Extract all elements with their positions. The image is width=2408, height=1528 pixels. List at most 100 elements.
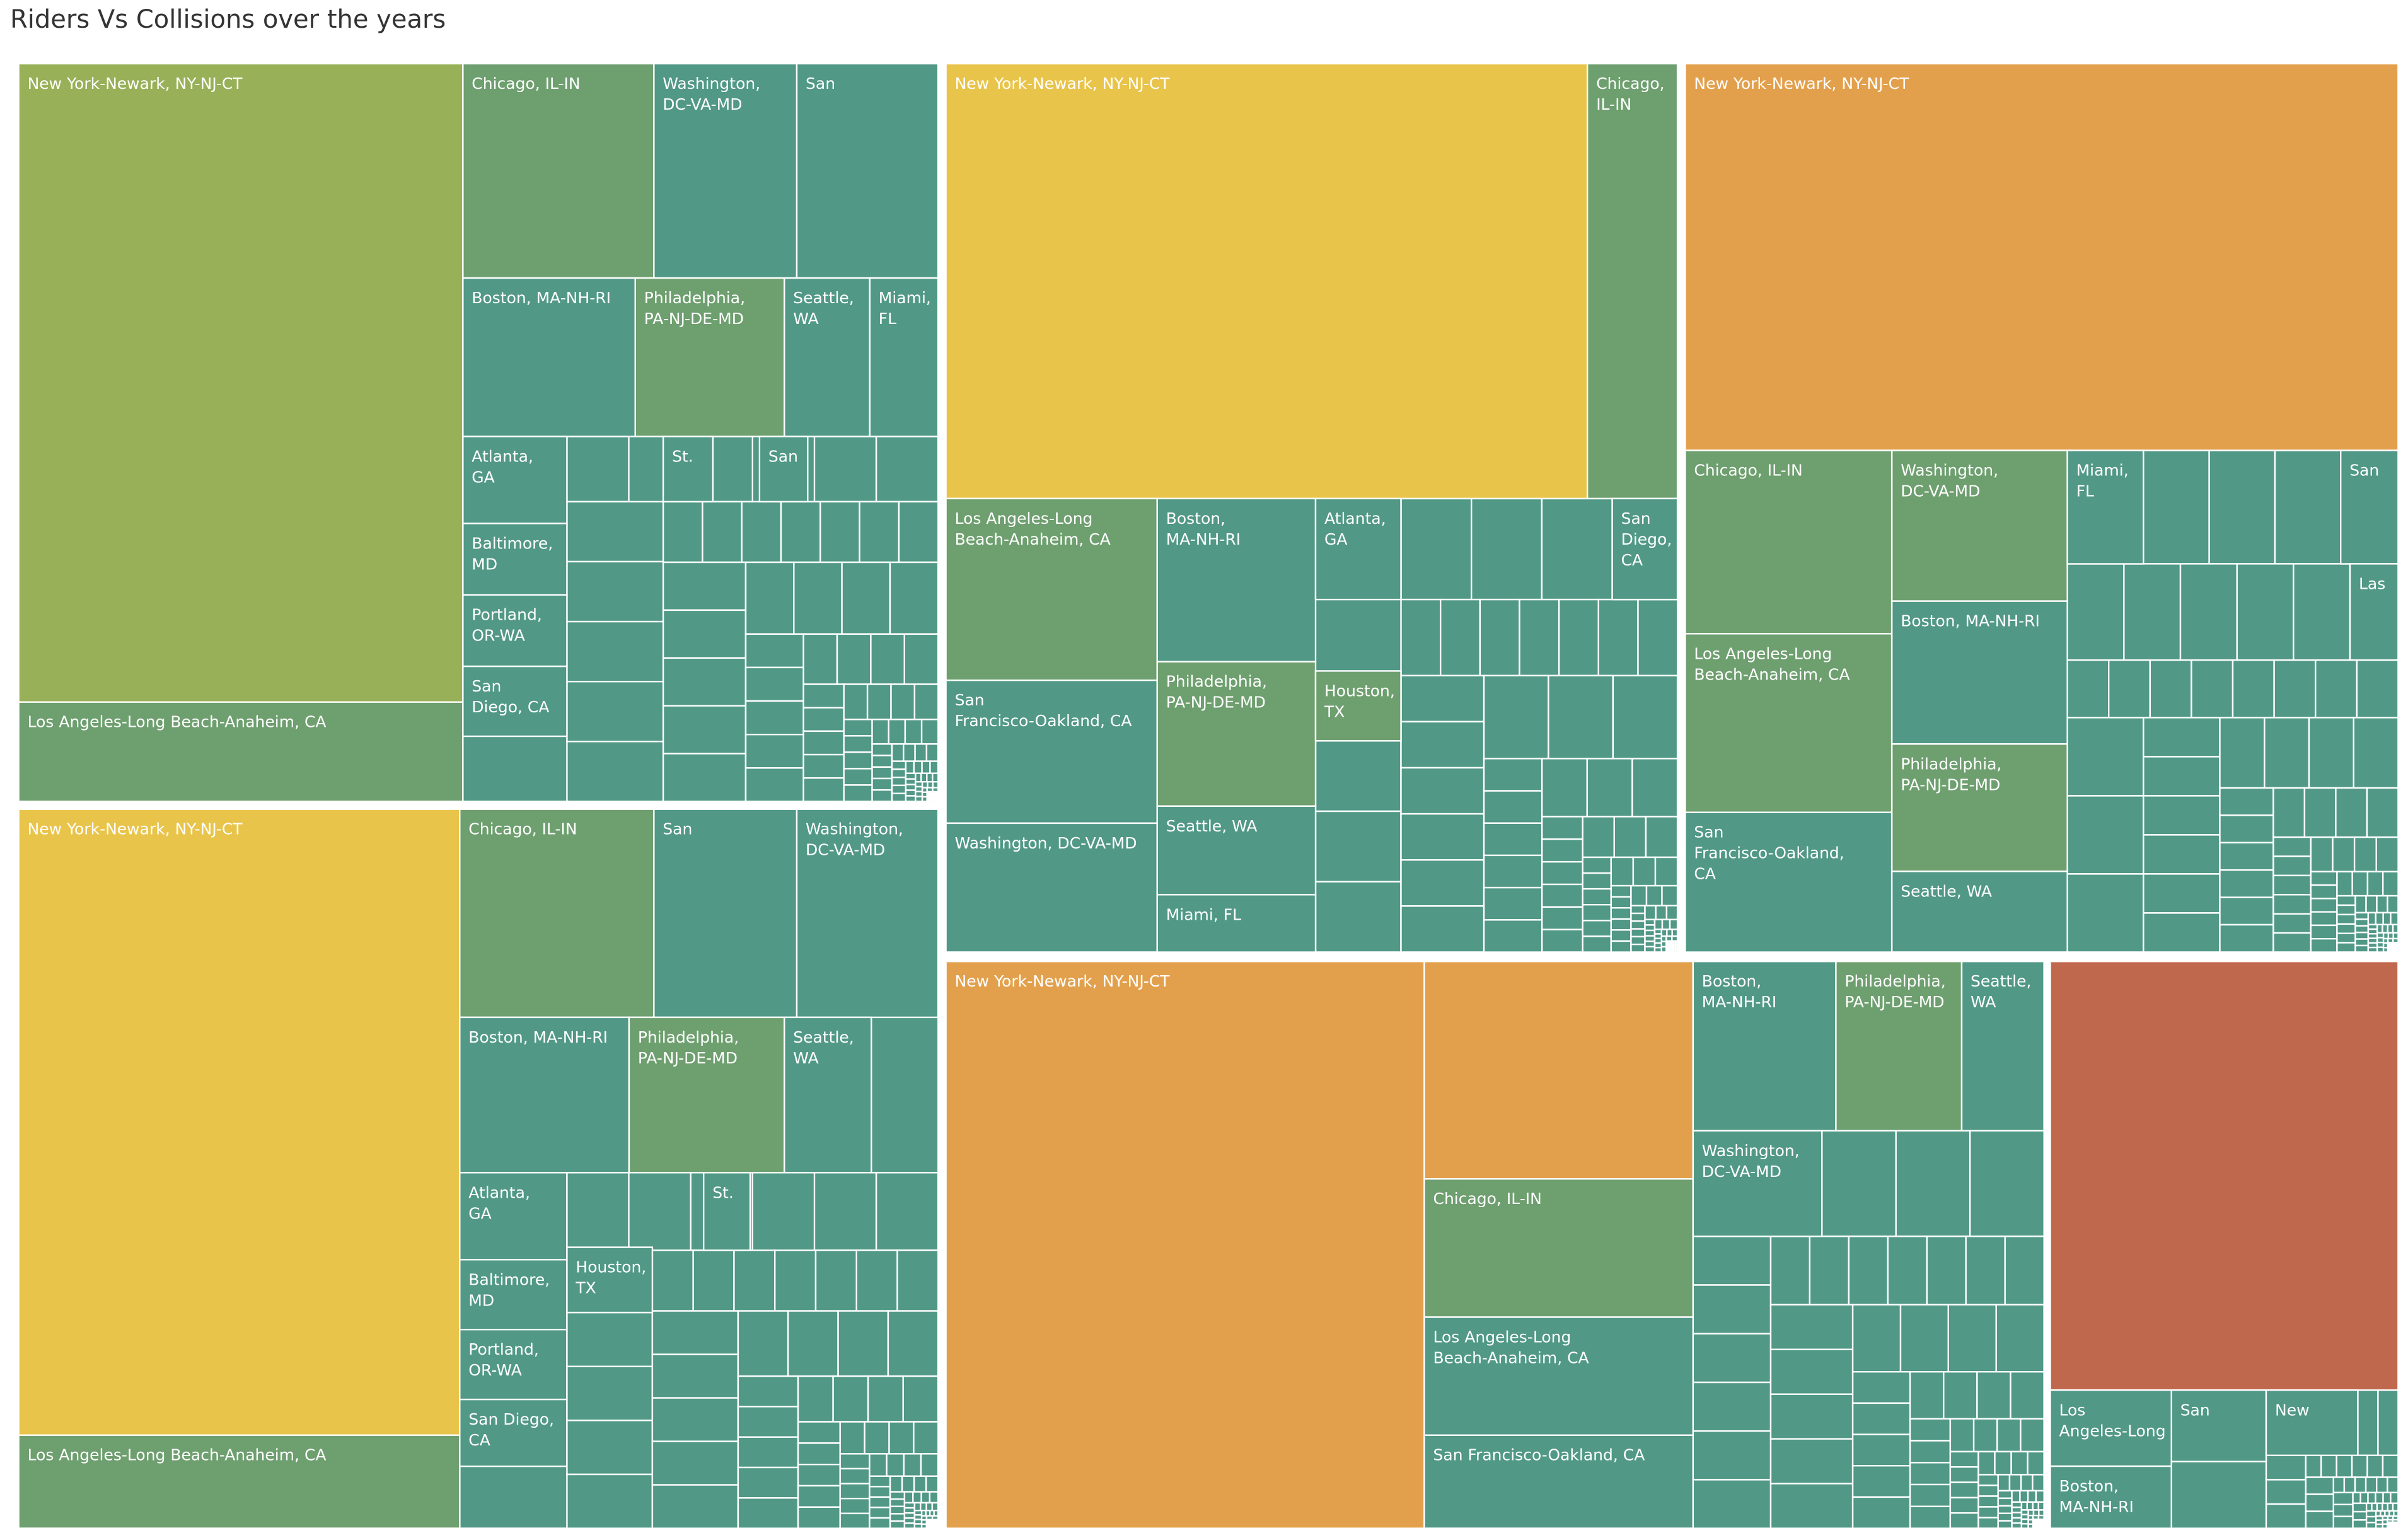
treemap-tile[interactable] xyxy=(1909,1505,1952,1528)
treemap-tile[interactable] xyxy=(920,1491,931,1504)
treemap-tile[interactable] xyxy=(1610,940,1632,953)
treemap-tile[interactable] xyxy=(2352,1502,2368,1513)
treemap-tile[interactable] xyxy=(1423,1434,1694,1528)
treemap-tile[interactable] xyxy=(662,705,747,755)
treemap-tile[interactable] xyxy=(2359,1491,2369,1505)
treemap-tile[interactable] xyxy=(814,1249,858,1312)
treemap-tile[interactable] xyxy=(2377,1389,2399,1457)
treemap-tile[interactable] xyxy=(2353,836,2378,872)
treemap-tile[interactable] xyxy=(2011,1506,2023,1514)
treemap-tile[interactable] xyxy=(898,501,939,564)
treemap-tile[interactable] xyxy=(796,808,939,1019)
treemap-tile[interactable] xyxy=(566,1311,654,1367)
treemap-tile[interactable] xyxy=(1483,886,1543,921)
treemap-tile[interactable] xyxy=(871,789,893,802)
treemap-tile[interactable] xyxy=(2219,869,2274,898)
treemap-tile[interactable] xyxy=(2353,717,2399,789)
treemap-tile[interactable] xyxy=(1960,960,2045,1132)
treemap-tile[interactable] xyxy=(2387,1476,2399,1493)
treemap-tile[interactable] xyxy=(2310,924,2338,940)
treemap-tile[interactable] xyxy=(566,741,664,802)
treemap-tile[interactable] xyxy=(1400,905,1485,953)
treemap-tile[interactable] xyxy=(1644,946,1656,953)
treemap-tile[interactable] xyxy=(2365,1510,2377,1518)
treemap-tile[interactable] xyxy=(780,501,821,564)
treemap-tile[interactable] xyxy=(651,1397,739,1442)
treemap-tile[interactable] xyxy=(462,62,655,279)
treemap-tile[interactable] xyxy=(628,1016,785,1174)
treemap-tile[interactable] xyxy=(905,772,917,780)
treemap-tile[interactable] xyxy=(2382,871,2399,897)
treemap-tile[interactable] xyxy=(651,1310,739,1355)
treemap-tile[interactable] xyxy=(1582,920,1612,937)
treemap-tile[interactable] xyxy=(925,1475,939,1493)
treemap-tile[interactable] xyxy=(2336,913,2356,925)
treemap-tile[interactable] xyxy=(2027,1490,2037,1503)
treemap-tile[interactable] xyxy=(2365,1502,2373,1512)
treemap-tile[interactable] xyxy=(859,501,900,564)
treemap-tile[interactable] xyxy=(929,760,939,774)
treemap-tile[interactable] xyxy=(2351,871,2369,897)
treemap-tile[interactable] xyxy=(1612,674,1679,760)
treemap-tile[interactable] xyxy=(566,620,664,683)
treemap-tile[interactable] xyxy=(2382,1491,2392,1505)
treemap-tile[interactable] xyxy=(933,1509,939,1517)
treemap-tile[interactable] xyxy=(2332,1503,2354,1517)
treemap-tile[interactable] xyxy=(1439,598,1481,676)
treemap-tile[interactable] xyxy=(855,1249,898,1312)
treemap-tile[interactable] xyxy=(1586,62,1679,500)
treemap-tile[interactable] xyxy=(651,1249,694,1312)
treemap-tile[interactable] xyxy=(1400,497,1473,601)
treemap-tile[interactable] xyxy=(905,795,917,802)
treemap-tile[interactable] xyxy=(787,1310,839,1377)
treemap-tile[interactable] xyxy=(1909,1370,1945,1420)
treemap-tile[interactable] xyxy=(2354,894,2367,914)
treemap-tile[interactable] xyxy=(802,777,845,802)
treemap-tile[interactable] xyxy=(653,62,798,279)
treemap-tile[interactable] xyxy=(888,719,906,745)
treemap-tile[interactable] xyxy=(758,436,809,503)
treemap-tile[interactable] xyxy=(1899,1304,1950,1373)
treemap-tile[interactable] xyxy=(2143,795,2221,836)
treemap-tile[interactable] xyxy=(2387,923,2394,934)
treemap-tile[interactable] xyxy=(832,1375,869,1423)
treemap-tile[interactable] xyxy=(1548,674,1614,760)
treemap-tile[interactable] xyxy=(1769,1438,1854,1485)
treemap-tile[interactable] xyxy=(1541,838,1583,863)
treemap-tile[interactable] xyxy=(1949,1481,1979,1499)
treemap-tile[interactable] xyxy=(2143,717,2221,758)
treemap-tile[interactable] xyxy=(1630,905,1646,915)
treemap-tile[interactable] xyxy=(566,680,664,743)
treemap-tile[interactable] xyxy=(2272,894,2312,915)
treemap-tile[interactable] xyxy=(2143,449,2210,565)
treemap-tile[interactable] xyxy=(1314,881,1402,953)
treemap-tile[interactable] xyxy=(875,1172,939,1251)
treemap-tile[interactable] xyxy=(2004,1236,2045,1305)
treemap-tile[interactable] xyxy=(2066,873,2145,953)
treemap-tile[interactable] xyxy=(903,1512,916,1519)
treemap-tile[interactable] xyxy=(1653,946,1663,953)
treemap-tile[interactable] xyxy=(2357,1389,2379,1457)
treemap-tile[interactable] xyxy=(2179,563,2238,661)
treemap-tile[interactable] xyxy=(2265,1389,2359,1457)
treemap-tile[interactable] xyxy=(1949,1512,1979,1528)
treemap-tile[interactable] xyxy=(1483,822,1543,857)
treemap-tile[interactable] xyxy=(2339,449,2399,565)
treemap-tile[interactable] xyxy=(662,657,747,707)
treemap-tile[interactable] xyxy=(920,772,928,783)
treemap-tile[interactable] xyxy=(2366,871,2384,897)
treemap-tile[interactable] xyxy=(2020,1418,2045,1453)
treemap-tile[interactable] xyxy=(744,633,804,669)
treemap-tile[interactable] xyxy=(1769,1236,1811,1305)
treemap-tile[interactable] xyxy=(2349,563,2399,661)
treemap-tile[interactable] xyxy=(653,808,798,1019)
treemap-tile[interactable] xyxy=(1541,860,1583,886)
treemap-tile[interactable] xyxy=(869,1517,891,1528)
treemap-tile[interactable] xyxy=(2035,1490,2045,1503)
treemap-tile[interactable] xyxy=(2032,1474,2045,1492)
treemap-tile[interactable] xyxy=(2310,884,2338,900)
treemap-tile[interactable] xyxy=(1644,929,1656,937)
treemap-tile[interactable] xyxy=(891,776,907,787)
treemap-tile[interactable] xyxy=(1890,600,2068,745)
treemap-tile[interactable] xyxy=(1851,1370,1911,1404)
